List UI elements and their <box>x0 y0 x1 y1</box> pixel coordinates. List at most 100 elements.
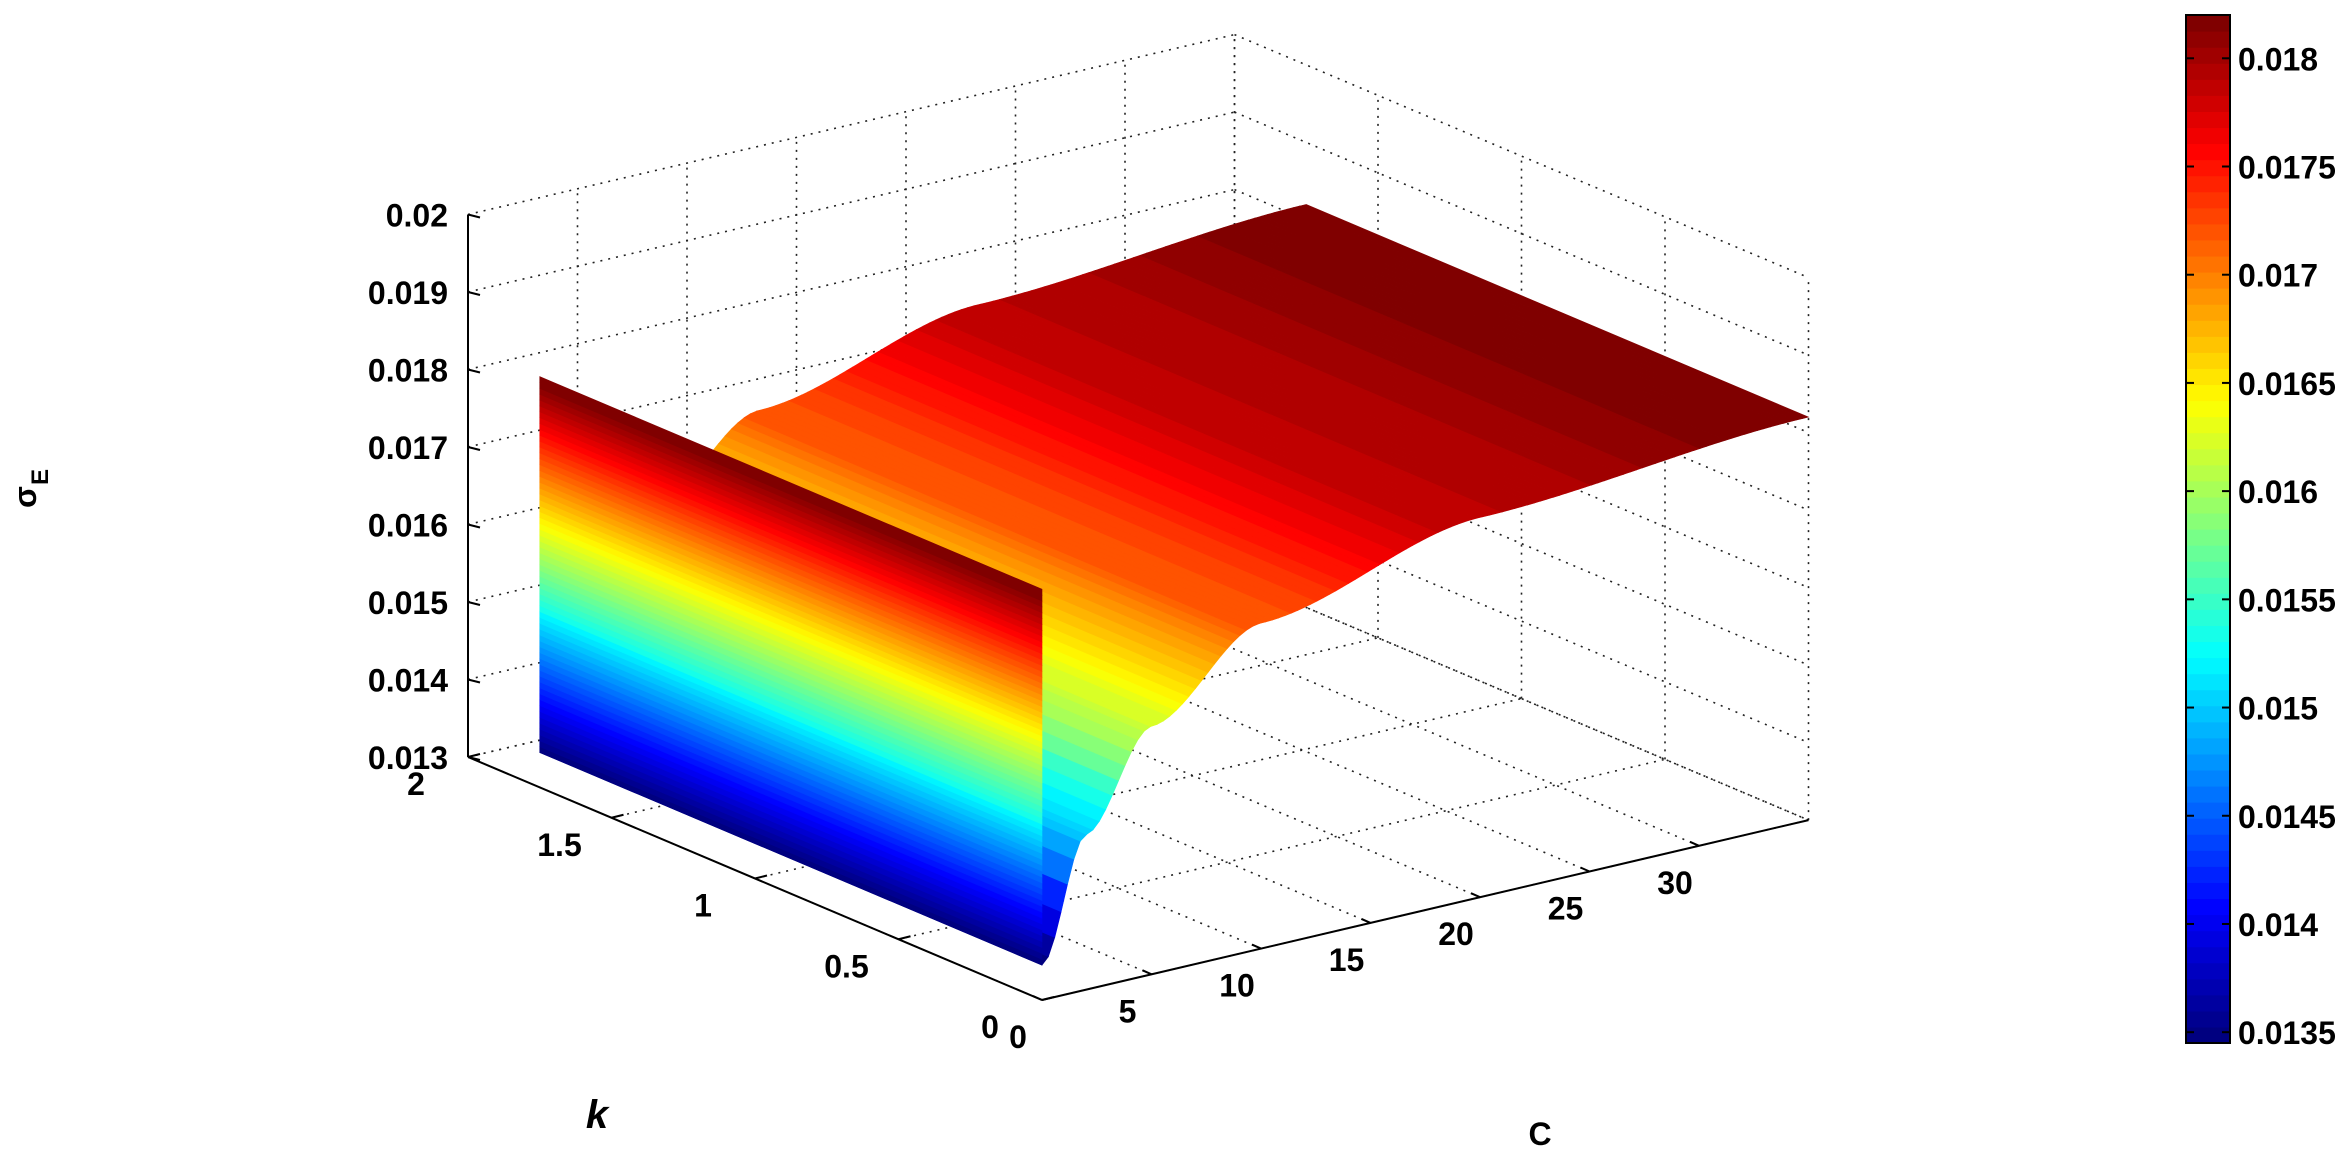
colorbar-segment <box>2186 480 2230 498</box>
y-tick-mark <box>754 874 768 880</box>
z-axis-ticks: 0.013 0.014 0.015 0.016 0.017 0.018 0.019 0.02 <box>368 198 481 776</box>
z-tick-mark <box>467 601 481 606</box>
x-tick-mark <box>1361 917 1371 924</box>
y-tick-label: 0 <box>981 1009 999 1045</box>
colorbar-segment <box>2186 384 2230 402</box>
colorbar-segment <box>2186 288 2230 305</box>
colorbar-tick-label: 0.016 <box>2238 474 2318 510</box>
x-tick-label: 25 <box>1548 891 1584 927</box>
colorbar-segment <box>2186 850 2230 867</box>
grid-line-floor-k <box>754 697 1522 880</box>
colorbar-segment <box>2186 978 2230 996</box>
y-axis-label: k <box>586 1093 610 1137</box>
y-tick-mark <box>611 813 624 819</box>
colorbar-tick-label: 0.015 <box>2238 691 2318 727</box>
y-tick-label: 1 <box>694 888 712 924</box>
x-tick-label: 10 <box>1219 968 1255 1004</box>
colorbar-segment <box>2186 416 2230 434</box>
colorbar-segment <box>2186 31 2230 48</box>
z-tick-label: 0.019 <box>368 275 448 311</box>
colorbar: 0.0135 0.014 0.0145 0.015 0.0155 0.016 0.0165 0… <box>2185 14 2336 1051</box>
colorbar-segment <box>2186 609 2230 626</box>
z-tick-mark <box>467 756 481 761</box>
colorbar-segment <box>2186 1010 2230 1028</box>
z-tick-mark <box>467 523 481 529</box>
colorbar-segment <box>2186 529 2230 546</box>
colorbar-tick-label: 0.0145 <box>2238 799 2336 835</box>
colorbar-segment <box>2186 994 2230 1012</box>
z-tick-label: 0.018 <box>368 353 448 389</box>
z-tick-mark <box>467 368 481 374</box>
z-tick-mark <box>467 291 481 296</box>
colorbar-segment <box>2186 207 2230 225</box>
colorbar-segment <box>2186 15 2230 32</box>
grid-line-back-z <box>467 111 1235 293</box>
y-tick-label: 0.5 <box>824 948 868 984</box>
z-tick-label: 0.02 <box>386 198 448 234</box>
colorbar-segment <box>2186 47 2230 64</box>
z-tick-label: 0.016 <box>368 508 448 544</box>
x-axis-label: C <box>1528 1116 1551 1152</box>
x-tick-mark <box>1142 969 1152 976</box>
colorbar-segment <box>2186 593 2230 610</box>
colorbar-segment <box>2186 689 2230 707</box>
colorbar-segment <box>2186 866 2230 883</box>
grid-line-back-z <box>467 188 1235 371</box>
z-axis-label-subscript: E <box>27 469 54 485</box>
colorbar-segment <box>2186 223 2230 241</box>
colorbar-segment <box>2186 512 2230 530</box>
x-tick-mark <box>1689 840 1700 847</box>
x-tick-mark <box>1580 866 1590 873</box>
colorbar-tick-label: 0.0135 <box>2238 1015 2336 1051</box>
colorbar-segment <box>2186 111 2230 129</box>
colorbar-tick-label: 0.014 <box>2238 907 2318 943</box>
colorbar-segment <box>2186 705 2230 723</box>
colorbar-segment <box>2186 63 2230 80</box>
surface-patch <box>1298 204 1810 419</box>
y-tick-mark <box>1041 996 1055 1001</box>
colorbar-segment <box>2186 175 2230 193</box>
x-axis-line <box>1041 819 1809 1001</box>
colorbar-segment <box>2186 786 2230 803</box>
colorbar-frame <box>2185 14 2231 1044</box>
colorbar-segment <box>2186 368 2230 386</box>
colorbar-segment <box>2186 545 2230 562</box>
x-tick-label: 30 <box>1657 865 1693 901</box>
colorbar-segment <box>2186 432 2230 450</box>
y-tick-label: 2 <box>407 766 425 802</box>
x-tick-label: 5 <box>1119 993 1137 1029</box>
colorbar-segment <box>2186 400 2230 418</box>
surface <box>539 204 1810 966</box>
colorbar-tick-label: 0.0155 <box>2238 582 2336 618</box>
colorbar-segment <box>2186 946 2230 964</box>
colorbar-segment <box>2186 304 2230 321</box>
x-tick-mark <box>1032 995 1043 1001</box>
colorbar-segment <box>2186 191 2230 209</box>
colorbar-segment <box>2186 834 2230 851</box>
y-axis-ticks: 0 0.5 1 1.5 2 <box>407 753 1055 1045</box>
x-tick-label: 20 <box>1438 916 1474 952</box>
colorbar-segment <box>2186 769 2230 787</box>
colorbar-segment <box>2186 127 2230 145</box>
z-tick-mark <box>467 446 481 451</box>
grid-line-back-z <box>467 33 1235 216</box>
z-axis-label-symbol: σ <box>7 486 43 508</box>
colorbar-segment <box>2186 239 2230 257</box>
colorbar-segment <box>2186 818 2230 835</box>
colorbar-segment <box>2186 320 2230 337</box>
x-axis-ticks: 0 5 10 15 20 25 30 <box>1009 840 1700 1055</box>
z-tick-mark <box>467 213 481 219</box>
colorbar-segment <box>2186 657 2230 675</box>
x-tick-label: 0 <box>1009 1019 1027 1055</box>
colorbar-tick-label: 0.0175 <box>2238 149 2336 185</box>
y-tick-label: 1.5 <box>537 827 581 863</box>
colorbar-segment <box>2186 914 2230 932</box>
colorbar-tick-label: 0.017 <box>2238 258 2318 294</box>
colorbar-segment <box>2186 802 2230 819</box>
colorbar-segment <box>2186 336 2230 353</box>
grid-line-floor-k <box>898 758 1666 941</box>
colorbar-segment <box>2186 464 2230 482</box>
colorbar-segment <box>2186 641 2230 659</box>
colorbar-segment <box>2186 673 2230 691</box>
colorbar-segment <box>2186 448 2230 466</box>
